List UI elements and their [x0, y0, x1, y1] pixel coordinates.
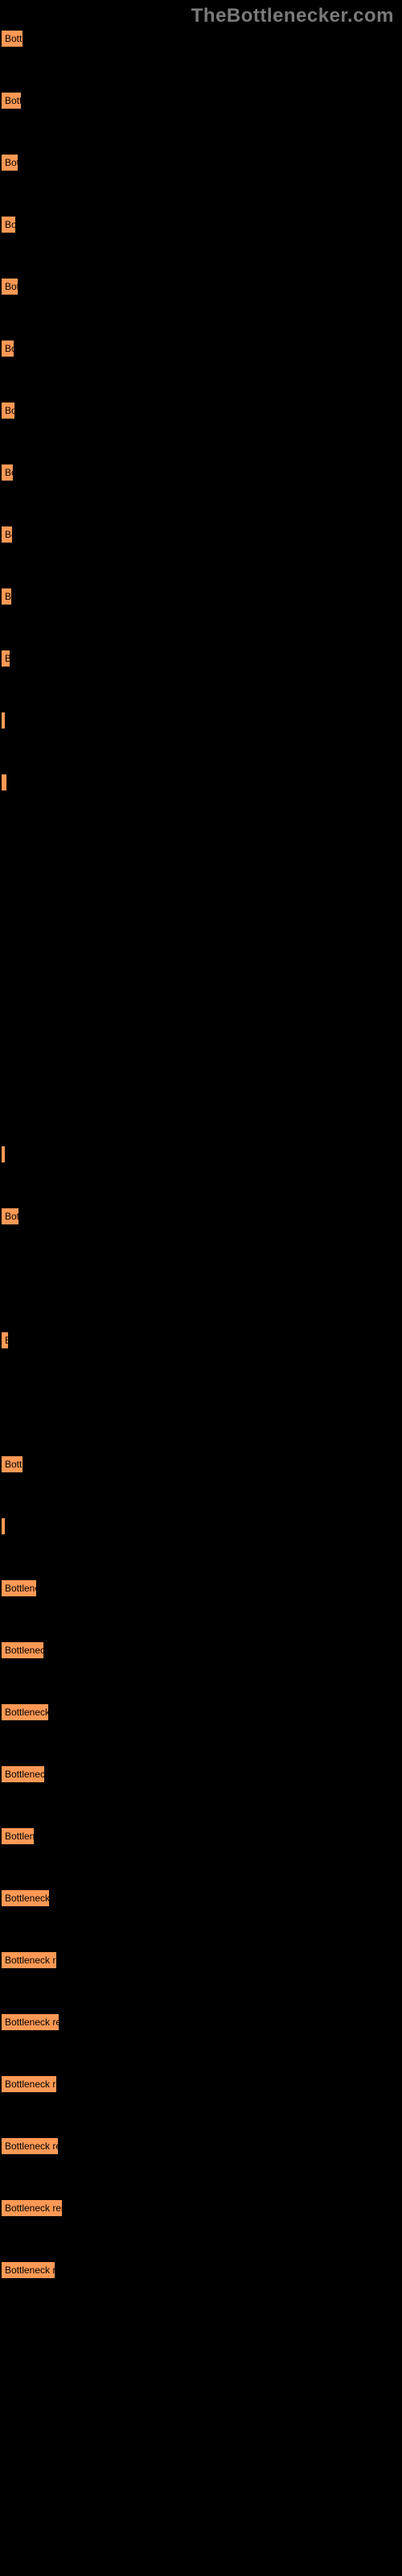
- bar: Bottleneck res: [0, 2136, 59, 2156]
- bar: Bottleneck res: [0, 2013, 60, 2032]
- bar-label: Bot: [5, 157, 19, 168]
- bar-row: Bottleneck res: [0, 2074, 402, 2136]
- bar-row: [0, 1269, 402, 1331]
- bar: Bottleneck resu: [0, 2198, 64, 2218]
- bar: Bo: [0, 587, 13, 606]
- bar-label: Bottleneck re: [5, 2264, 56, 2276]
- bar-label: Bottleneck: [5, 1645, 45, 1656]
- bar: Bottleneck re: [0, 2260, 56, 2280]
- bar: Bo: [0, 463, 14, 482]
- bar-label: Bot: [5, 1211, 19, 1222]
- bar-row: [0, 897, 402, 959]
- bar-label: Bo: [5, 219, 17, 230]
- bar: Bot: [0, 153, 19, 172]
- bar: Bottleneck r: [0, 1889, 51, 1908]
- bar: [0, 1517, 6, 1536]
- bar-row: Bot: [0, 277, 402, 339]
- bar: Bottl: [0, 1455, 24, 1474]
- brand-watermark: TheBottlenecker.com: [191, 5, 394, 27]
- bar-row: Bottleneck: [0, 1765, 402, 1827]
- bar-row: [0, 1145, 402, 1207]
- bar-row: Bottl: [0, 29, 402, 91]
- bar: Bo: [0, 401, 16, 420]
- bar-row: Bott: [0, 91, 402, 153]
- bar-label: B: [5, 653, 11, 664]
- bar-row: Bot: [0, 1207, 402, 1269]
- bar-row: Bottleneck resu: [0, 2198, 402, 2260]
- bar-label: Bottleneck r: [5, 1707, 50, 1718]
- bar: B: [0, 649, 11, 668]
- bar-row: [0, 1517, 402, 1579]
- bar-row: Bottleneck res: [0, 2136, 402, 2198]
- bar-row: Bottl: [0, 1455, 402, 1517]
- bar-label: Bo: [5, 343, 15, 354]
- bar-row: [0, 711, 402, 773]
- bar: Bott: [0, 91, 23, 110]
- bar: Bot: [0, 277, 19, 296]
- bar-label: Bot: [5, 281, 19, 292]
- bar-row: [0, 773, 402, 835]
- bar: Bottleneck r: [0, 1703, 50, 1722]
- bar-label: Bc: [5, 529, 14, 540]
- bar-label: Bott: [5, 95, 22, 106]
- bar: Bottleneck: [0, 1641, 45, 1660]
- bar: Bottleneck: [0, 1765, 46, 1784]
- bar-row: B: [0, 1331, 402, 1393]
- bar-row: Bottleneck r: [0, 1703, 402, 1765]
- bar-row: Bo: [0, 215, 402, 277]
- bar-label: Bottleneck res: [5, 2017, 60, 2028]
- bar-label: Bottl: [5, 33, 24, 44]
- bar: Bc: [0, 525, 14, 544]
- bar-label: B: [5, 1335, 10, 1346]
- bar: [0, 773, 8, 792]
- bar-row: [0, 1021, 402, 1083]
- bar-row: Bot: [0, 153, 402, 215]
- bar-label: Bottlen: [5, 1831, 35, 1842]
- bar-label: Bo: [5, 405, 16, 416]
- bar-label: Bottlene: [5, 1583, 38, 1594]
- bar-row: Bottleneck: [0, 1641, 402, 1703]
- bar-row: Bottleneck res: [0, 2013, 402, 2074]
- bar-row: Bottleneck res: [0, 1951, 402, 2013]
- bar-row: Bottleneck r: [0, 1889, 402, 1951]
- bar-row: Bo: [0, 339, 402, 401]
- bar: [0, 711, 6, 730]
- bar-label: Bo: [5, 591, 13, 602]
- bar: Bottlen: [0, 1827, 35, 1846]
- bar-row: B: [0, 649, 402, 711]
- bar-row: Bottleneck re: [0, 2260, 402, 2322]
- bar-row: [0, 1083, 402, 1145]
- bar-row: [0, 835, 402, 897]
- bar: Bo: [0, 215, 17, 234]
- bar-row: Bo: [0, 401, 402, 463]
- bar-row: Bc: [0, 525, 402, 587]
- bar-row: Bottlene: [0, 1579, 402, 1641]
- bar-row: [0, 959, 402, 1021]
- bar: Bottleneck res: [0, 1951, 58, 1970]
- bottleneck-bar-chart: Bottl Bott Bot Bo Bot Bo Bo Bo Bc Bo B Bot B Bottl Bot…: [0, 29, 402, 2322]
- bar-label: Bottleneck resu: [5, 2202, 64, 2214]
- bar: Bottlene: [0, 1579, 38, 1598]
- bar-row: [0, 1393, 402, 1455]
- bar-label: Bottleneck res: [5, 2140, 59, 2152]
- bar-label: Bottleneck: [5, 1769, 46, 1780]
- bar-label: Bo: [5, 467, 14, 478]
- bar-label: Bottleneck r: [5, 1893, 51, 1904]
- bar: [0, 1145, 6, 1164]
- bar: Bot: [0, 1207, 20, 1226]
- bar-row: Bo: [0, 463, 402, 525]
- bar-label: Bottl: [5, 1459, 24, 1470]
- bar-label: Bottleneck res: [5, 1955, 58, 1966]
- bar: Bottl: [0, 29, 24, 48]
- bar: B: [0, 1331, 10, 1350]
- bar: Bo: [0, 339, 15, 358]
- bar-row: Bo: [0, 587, 402, 649]
- bar-row: Bottlen: [0, 1827, 402, 1889]
- bar-label: Bottleneck res: [5, 2079, 58, 2090]
- bar: Bottleneck res: [0, 2074, 58, 2094]
